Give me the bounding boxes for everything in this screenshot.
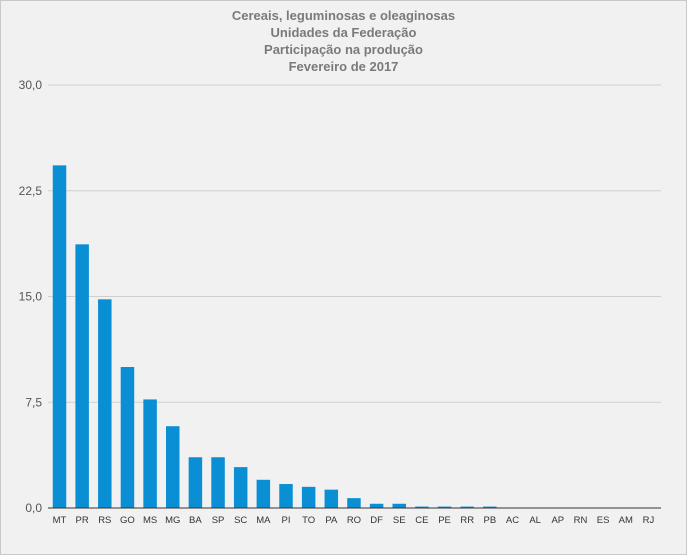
x-tick-label-mt: MT [53,515,67,526]
x-tick-label-rn: RN [574,515,588,526]
bar-to [301,486,316,508]
x-tick-label-df: DF [370,515,383,526]
bars [52,165,497,508]
x-tick-label-rs: RS [98,515,111,526]
x-tick-label-pe: PE [438,515,451,526]
grid-lines [48,84,661,403]
bar-sc [233,467,248,508]
x-tick-label-se: SE [393,515,406,526]
chart-title-line-2: Unidades da Federação [270,25,417,40]
x-tick-label-ce: CE [415,515,428,526]
bar-go [120,367,135,508]
bar-sp [211,457,225,508]
bar-pe [437,506,452,508]
x-tick-label-ms: MS [143,515,157,526]
bar-df [369,503,384,508]
x-tick-label-ap: AP [551,515,564,526]
bar-rs [98,299,112,508]
y-tick-label: 0,0 [25,501,42,515]
chart-title: Cereais, leguminosas e oleaginosas Unida… [0,7,687,75]
bar-ce [415,506,429,508]
bar-se [392,503,406,508]
chart-title-line-1: Cereais, leguminosas e oleaginosas [231,8,456,23]
x-tick-label-ac: AC [506,515,519,526]
x-tick-label-rj: RJ [643,515,655,526]
bar-pb [483,506,497,508]
x-tick-label-pa: PA [325,515,338,526]
bar-mg [166,426,180,508]
bar-ms [143,399,157,508]
x-tick-label-rr: RR [460,515,474,526]
x-axis-tick-labels: MT PR RS GO MS MG BA SP SC MA PI TO PA RO DF SE CE PE RR PB… [53,515,655,526]
x-tick-label-sc: SC [234,515,247,526]
chart-title-line-4: Fevereiro de 2017 [288,59,399,74]
x-tick-label-to: TO [302,515,315,526]
bar-pr [75,244,89,508]
x-tick-label-pb: PB [484,515,497,526]
x-tick-label-am: AM [619,515,633,526]
bar-ma [256,479,271,508]
x-tick-label-es: ES [597,515,610,526]
x-tick-label-pi: PI [282,515,291,526]
x-tick-label-ro: RO [347,515,361,526]
y-tick-label: 15,0 [19,290,43,304]
x-tick-label-ba: BA [189,515,202,526]
x-tick-label-ma: MA [256,515,271,526]
y-tick-label: 30,0 [19,78,43,92]
y-tick-label: 7,5 [25,395,42,409]
x-tick-label-pr: PR [76,515,89,526]
x-tick-label-sp: SP [212,515,225,526]
y-axis-tick-labels: 0,0 7,5 15,0 22,5 30,0 [19,78,43,515]
bar-pa [324,489,339,508]
x-tick-label-go: GO [120,515,135,526]
bar-pi [279,484,293,508]
x-tick-label-mg: MG [165,515,180,526]
chart-title-line-3: Participação na produção [264,42,423,57]
bar-ba [188,457,203,508]
x-tick-label-al: AL [529,515,541,526]
bar-mt [52,165,67,508]
y-tick-label: 22,5 [19,184,43,198]
bar-rr [460,506,474,508]
bar-ro [347,498,361,508]
